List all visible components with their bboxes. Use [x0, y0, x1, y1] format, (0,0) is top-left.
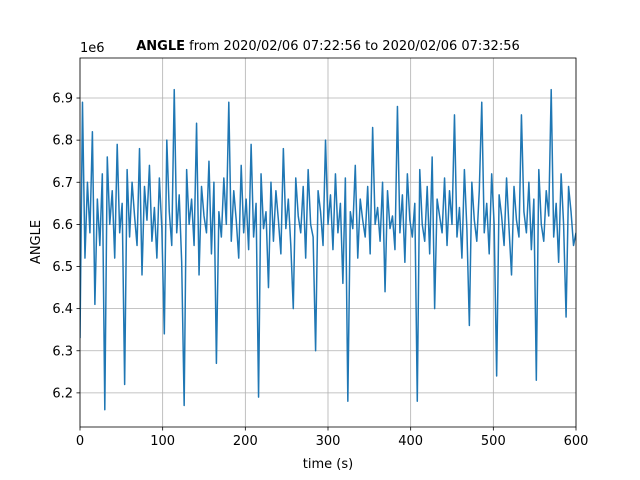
x-tick-label: 500 — [481, 434, 506, 449]
title-range: from 2020/02/06 07:22:56 to 2020/02/06 0… — [189, 39, 520, 54]
plot-frame — [79, 57, 577, 428]
data-line — [80, 88, 576, 411]
x-tick-label: 200 — [233, 434, 258, 449]
x-tick-label: 300 — [316, 434, 341, 449]
x-tick-label: 0 — [76, 434, 84, 449]
y-tick-label: 6.6 — [52, 218, 73, 233]
y-axis-label: ANGLE — [29, 220, 44, 264]
chart-title: ANGLE from 2020/02/06 07:22:56 to 2020/0… — [136, 39, 520, 54]
title-variable: ANGLE — [136, 39, 185, 54]
y-tick-label: 6.4 — [52, 302, 73, 317]
y-tick-label: 6.9 — [52, 92, 73, 107]
x-tick-label: 600 — [564, 434, 589, 449]
x-tick-label: 100 — [150, 434, 175, 449]
y-tick-label: 6.2 — [52, 386, 73, 401]
y-tick-label: 6.7 — [52, 176, 73, 191]
x-tick-label: 400 — [398, 434, 423, 449]
y-tick-label: 6.3 — [52, 344, 73, 359]
y-tick-label: 6.8 — [52, 134, 73, 149]
offset-text: 1e6 — [80, 41, 105, 56]
x-axis-label: time (s) — [303, 457, 353, 472]
y-tick-label: 6.5 — [52, 260, 73, 275]
